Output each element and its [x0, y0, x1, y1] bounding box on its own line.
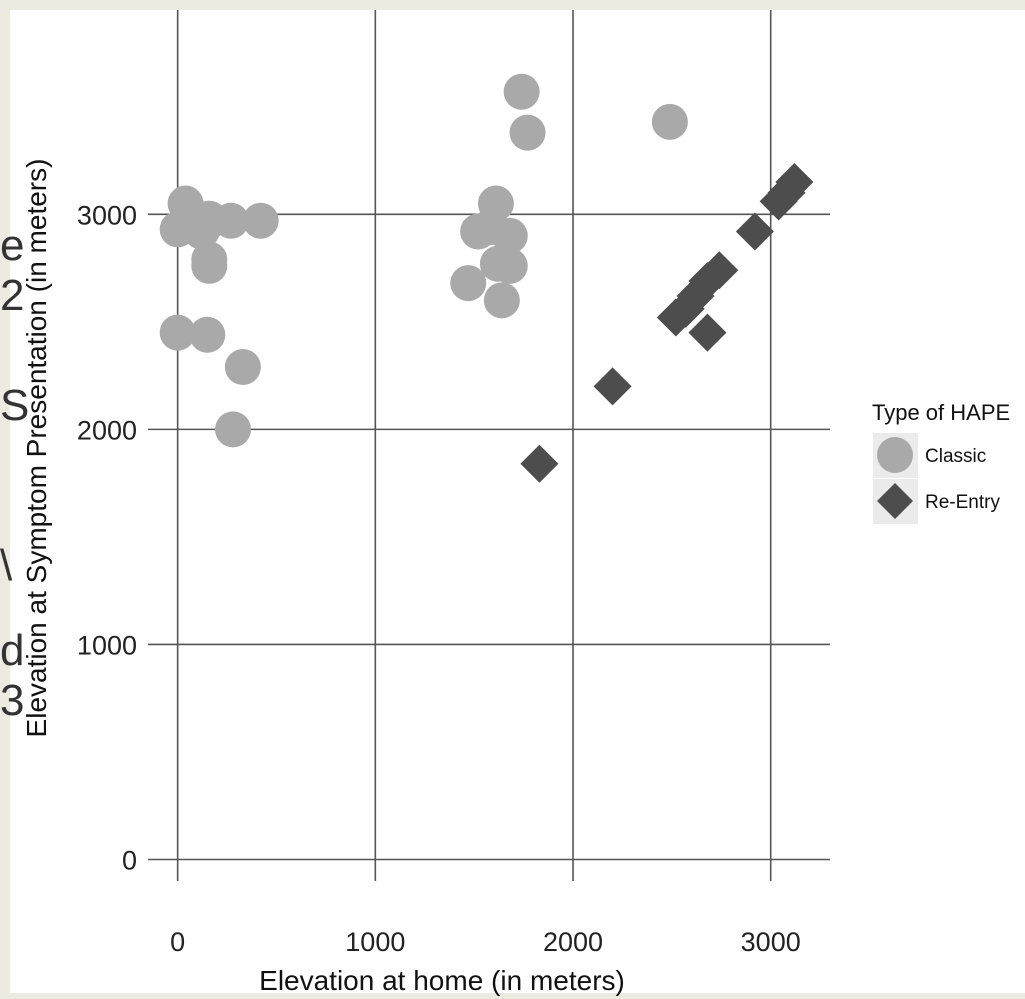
y-tick-label: 2000	[77, 415, 137, 445]
data-point-classic	[242, 202, 279, 239]
legend-label-reentry: Re-Entry	[925, 492, 1000, 513]
x-tick-labels: 0 1000 2000 3000	[170, 927, 801, 957]
data-point-classic	[483, 282, 520, 319]
gridlines	[148, 10, 830, 881]
frame-left	[0, 0, 10, 999]
data-point-classic	[477, 185, 514, 222]
legend-circle-icon	[877, 437, 913, 473]
x-tick-label: 2000	[543, 927, 603, 957]
data-point-reentry	[700, 251, 739, 290]
background-glyph: S	[0, 381, 29, 430]
data-point-reentry	[593, 367, 632, 406]
background-glyphs: e 2 S \ d 3	[0, 221, 29, 725]
x-axis-title: Elevation at home (in meters)	[259, 965, 625, 996]
data-point-reentry	[735, 212, 774, 251]
data-point-classic	[651, 103, 688, 140]
data-point-classic	[213, 202, 250, 239]
background-glyph: d	[0, 626, 24, 675]
y-tick-label: 1000	[77, 630, 137, 660]
data-point-classic	[189, 316, 226, 353]
data-point-classic	[450, 265, 487, 302]
background-glyph: \	[0, 541, 13, 590]
background-glyph: e	[0, 221, 24, 270]
data-point-classic	[503, 73, 540, 110]
data-point-reentry	[520, 444, 559, 483]
legend: Type of HAPE Classic Re-Entry	[872, 400, 1010, 524]
data-point-classic	[224, 349, 261, 386]
data-point-classic	[509, 114, 546, 151]
legend-diamond-icon	[877, 483, 913, 519]
y-axis-title: Elevation at Symptom Presentation (in me…	[21, 159, 52, 738]
x-tick-label: 3000	[741, 927, 801, 957]
background-glyph: 2	[0, 271, 24, 320]
x-tick-label: 1000	[345, 927, 405, 957]
x-tick-label: 0	[170, 927, 185, 957]
y-tick-label: 0	[122, 845, 137, 875]
data-point-reentry	[688, 313, 727, 352]
data-point-classic	[191, 247, 228, 284]
y-tick-label: 3000	[77, 200, 137, 230]
data-point-classic	[491, 247, 528, 284]
frame-bottom	[0, 993, 1025, 999]
data-point-classic	[159, 314, 196, 351]
background-glyph: 3	[0, 676, 24, 725]
legend-label-classic: Classic	[925, 446, 986, 467]
frame-top	[0, 0, 1025, 10]
data-points	[159, 73, 814, 483]
legend-title: Type of HAPE	[872, 400, 1010, 425]
data-point-reentry	[775, 163, 814, 202]
data-point-classic	[215, 411, 252, 448]
y-tick-labels: 0 1000 2000 3000	[77, 200, 137, 875]
data-point-classic	[491, 217, 528, 254]
